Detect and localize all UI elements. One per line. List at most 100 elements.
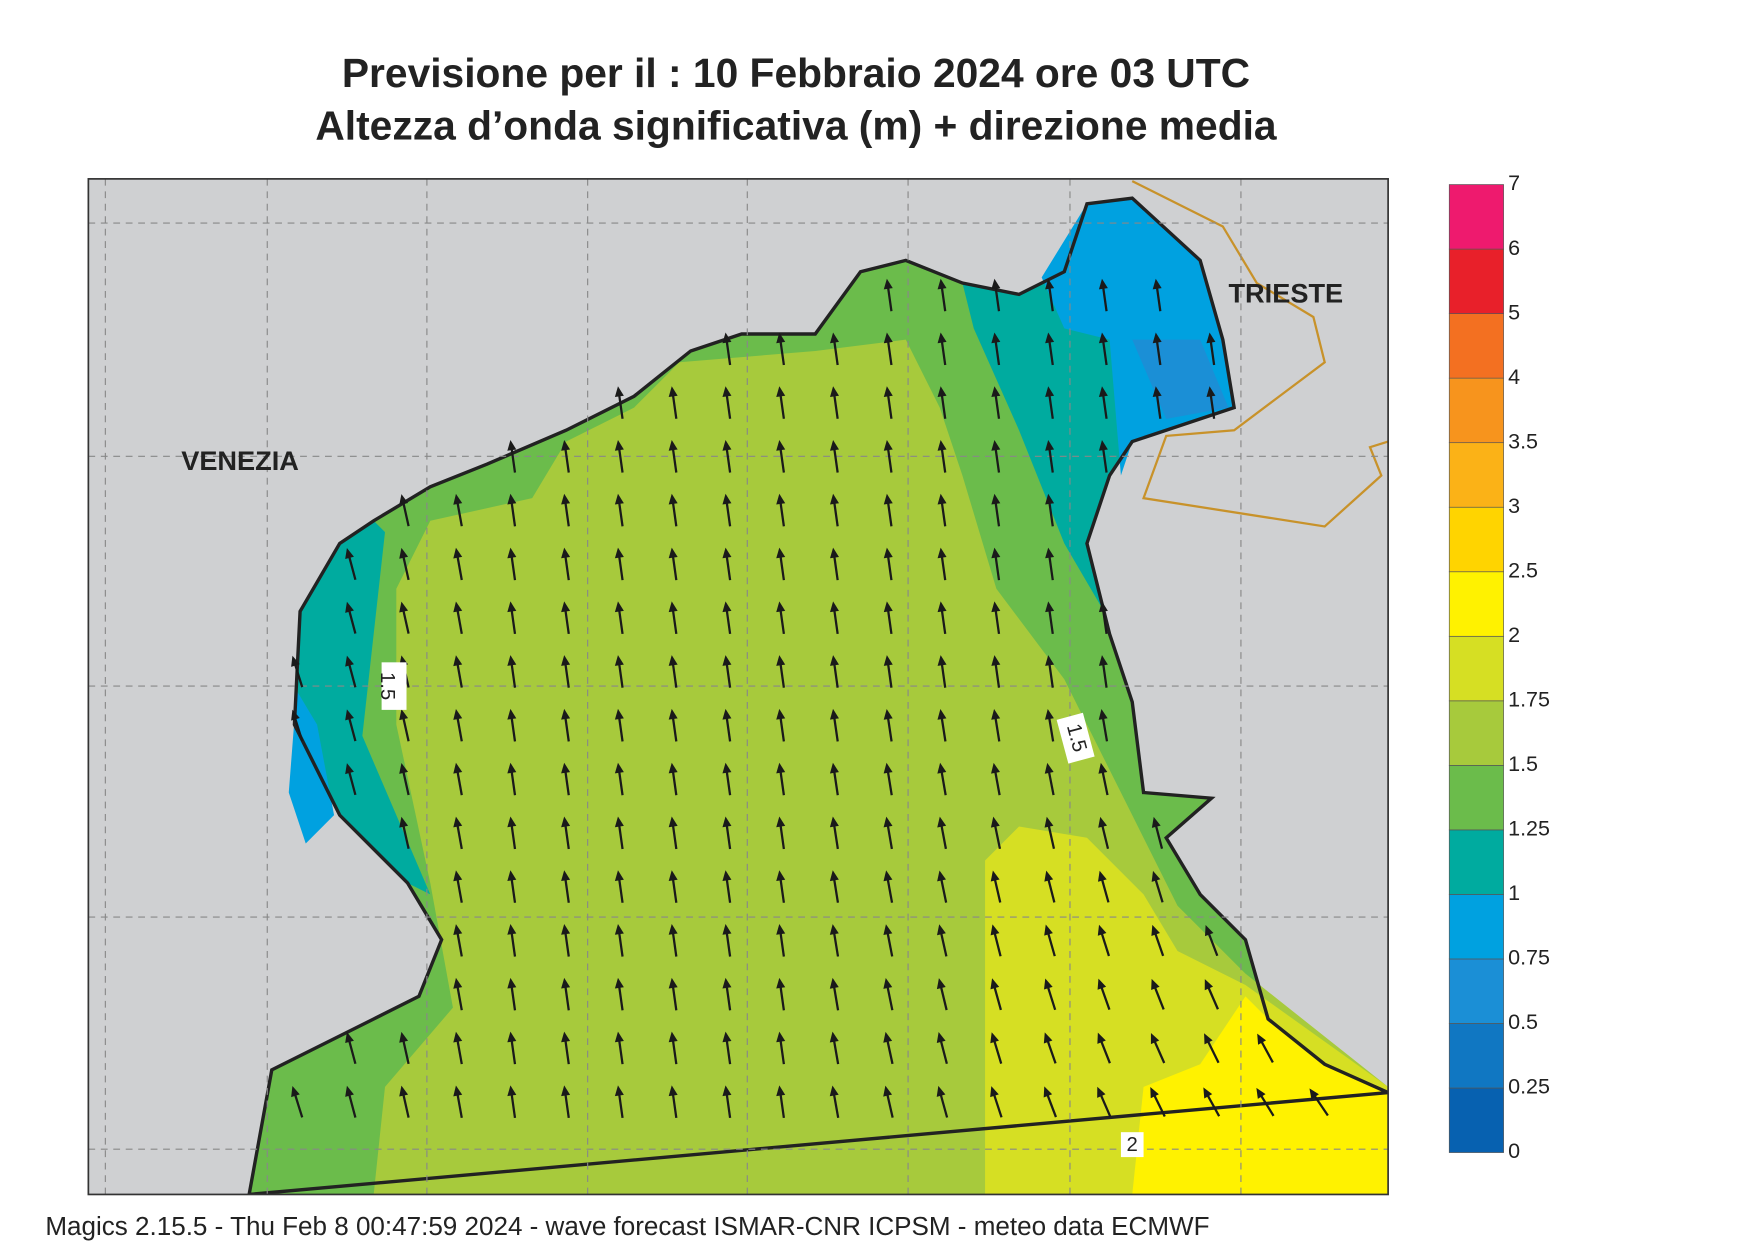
arrow-head — [830, 440, 839, 451]
arrow-head — [991, 440, 1001, 451]
arrow-head — [937, 708, 947, 720]
arrow — [1097, 978, 1111, 1010]
arrow-head — [614, 655, 624, 666]
colorbar-band — [1448, 313, 1504, 379]
arrow-head — [345, 1032, 354, 1044]
footer: Magics 2.15.5 - Thu Feb 8 00:47:59 2024 … — [45, 1211, 1209, 1241]
arrow-head — [561, 977, 571, 989]
arrow — [614, 386, 624, 419]
arrow — [614, 1031, 624, 1065]
arrow-head — [722, 655, 732, 666]
arrow-head — [722, 386, 732, 397]
arrow-head — [668, 547, 678, 559]
arrow-head — [883, 816, 893, 828]
arrow — [936, 978, 948, 1011]
arrow-head — [883, 547, 893, 559]
arrow — [991, 762, 1001, 796]
arrow-head — [561, 601, 571, 613]
arrow — [883, 816, 893, 850]
arrow-head — [990, 816, 1000, 828]
arrow — [507, 655, 517, 688]
arrow-head — [1045, 332, 1055, 344]
arrow — [1151, 870, 1164, 903]
arrow — [990, 978, 1002, 1011]
arrow — [507, 870, 517, 903]
arrow-head — [830, 601, 839, 613]
arrow-head — [668, 440, 678, 451]
colorbar-band — [1448, 958, 1504, 1024]
arrow-head — [399, 1031, 409, 1043]
arrow-head — [829, 977, 839, 989]
colorbar-band — [1448, 829, 1504, 895]
arrow — [453, 977, 463, 1011]
arrow-head — [991, 278, 1001, 290]
arrow — [937, 816, 948, 850]
arrow-head — [883, 601, 893, 613]
arrow — [507, 977, 517, 1011]
arrow — [936, 1085, 949, 1118]
arrow — [1045, 601, 1055, 635]
arrow-head — [1044, 978, 1053, 990]
colorbar-label: 3.5 — [1508, 429, 1538, 453]
arrow — [453, 709, 463, 742]
arrow — [776, 977, 786, 1011]
arrow — [1151, 816, 1164, 849]
arrow — [937, 870, 948, 903]
arrow-head — [507, 870, 517, 881]
place-label: TRIESTE — [1228, 277, 1343, 308]
arrow — [614, 493, 624, 527]
arrow-head — [614, 493, 624, 505]
arrow — [614, 870, 624, 903]
arrow — [453, 547, 463, 581]
arrow-head — [830, 332, 839, 344]
arrow — [561, 547, 571, 581]
arrow-head — [1098, 386, 1108, 397]
arrow — [614, 708, 624, 742]
arrow-head — [561, 924, 571, 935]
arrow — [776, 493, 786, 527]
arrow — [1150, 1087, 1166, 1118]
arrow — [990, 1032, 1003, 1064]
arrow — [1098, 762, 1109, 796]
arrow — [722, 924, 732, 957]
arrow-head — [1045, 440, 1055, 451]
arrow — [453, 601, 463, 634]
arrow — [614, 816, 624, 850]
arrow — [1098, 601, 1108, 635]
arrow-head — [883, 1031, 893, 1043]
arrow — [829, 977, 840, 1011]
arrow — [722, 816, 732, 850]
arrow-head — [453, 1031, 463, 1043]
arrow — [399, 601, 410, 634]
arrow — [561, 655, 571, 688]
colorbar-band — [1448, 571, 1504, 637]
arrow — [668, 924, 678, 957]
arrow — [1098, 278, 1108, 312]
arrow — [937, 278, 947, 312]
arrow-head — [399, 709, 409, 721]
contour-label-text: 1.5 — [376, 672, 398, 700]
arrow-head — [668, 924, 678, 935]
arrow-head — [936, 1085, 946, 1097]
colorbar-label: 6 — [1508, 236, 1520, 260]
arrow-head — [883, 493, 893, 505]
colorbar-band — [1448, 377, 1504, 444]
arrow — [722, 547, 732, 581]
arrow — [1045, 493, 1055, 527]
arrow — [1206, 332, 1216, 366]
arrow-head — [614, 1031, 624, 1043]
arrow — [829, 816, 839, 850]
arrow-head — [561, 1031, 571, 1043]
arrow — [453, 762, 463, 796]
arrow — [668, 816, 678, 850]
arrow — [936, 1031, 948, 1065]
arrow-head — [936, 978, 946, 990]
arrow — [883, 332, 893, 366]
arrow — [937, 655, 947, 688]
arrow — [1044, 762, 1055, 796]
colorbar-band — [1448, 635, 1504, 702]
arrow-head — [776, 870, 786, 881]
arrow-head — [668, 708, 678, 720]
arrow — [614, 547, 624, 581]
arrow — [776, 440, 786, 473]
